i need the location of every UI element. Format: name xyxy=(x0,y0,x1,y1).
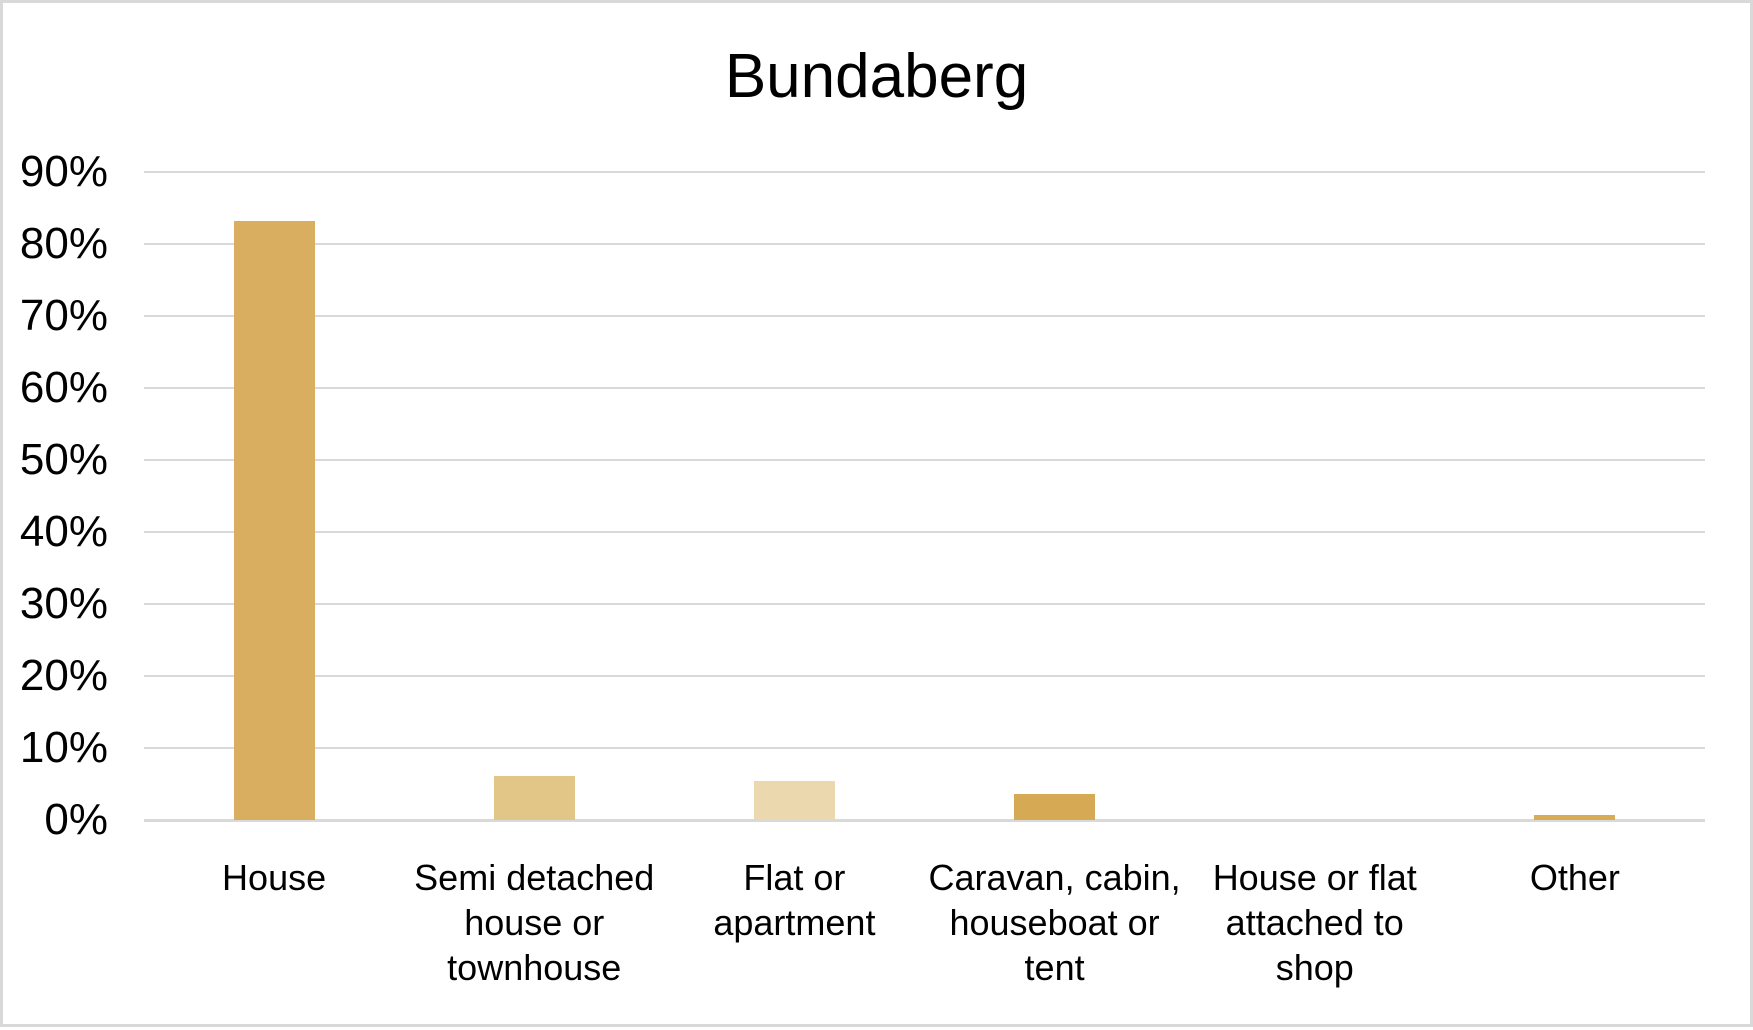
bar-caravan-cabin-houseboat-or-tent xyxy=(1014,794,1096,820)
y-axis-tick-label: 0% xyxy=(44,795,108,844)
label-line: Caravan, cabin, xyxy=(928,857,1181,898)
label-line: house or xyxy=(464,902,605,943)
gridline xyxy=(144,459,1705,461)
label-line: House xyxy=(222,857,327,898)
gridline xyxy=(144,531,1705,533)
y-axis-tick-label: 30% xyxy=(19,579,108,628)
x-axis-category-label-caravan-cabin-houseboat-or-tent: Caravan, cabin, houseboat or tent xyxy=(920,855,1190,990)
x-axis-category-label-other: Other xyxy=(1440,855,1710,900)
plot-area xyxy=(144,171,1705,822)
gridline xyxy=(144,315,1705,317)
y-axis-tick-label: 20% xyxy=(19,651,108,700)
label-line: townhouse xyxy=(447,947,622,988)
gridline xyxy=(144,171,1705,173)
label-line: apartment xyxy=(713,902,876,943)
label-line: Flat or xyxy=(743,857,846,898)
label-line: attached to xyxy=(1225,902,1404,943)
x-axis-category-label-house-or-flat-attached-to-shop: House or flat attached to shop xyxy=(1180,855,1450,990)
x-axis-line xyxy=(144,819,1705,822)
y-axis-tick-label: 40% xyxy=(19,507,108,556)
chart-title: Bundaberg xyxy=(724,42,1029,111)
x-axis-category-label-house: House xyxy=(139,855,409,900)
y-axis-tick-label: 60% xyxy=(19,363,108,412)
x-axis: House Semi detached house or townhouse Flat … xyxy=(3,855,1753,1005)
y-axis-tick-label: 10% xyxy=(19,723,108,772)
bar-semi-detached-house-or-townhouse xyxy=(493,776,575,820)
bar-flat-or-apartment xyxy=(753,781,835,820)
x-axis-category-label-flat-or-apartment: Flat or apartment xyxy=(659,855,929,945)
label-line: Other xyxy=(1529,857,1620,898)
label-line: tent xyxy=(1024,947,1085,988)
label-line: Semi detached xyxy=(414,857,655,898)
y-axis-tick-label: 50% xyxy=(19,435,108,484)
x-axis-category-label-semi-detached-house-or-townhouse: Semi detached house or townhouse xyxy=(399,855,669,990)
bar-other xyxy=(1534,814,1616,820)
y-axis-tick-label: 70% xyxy=(19,291,108,340)
y-axis-tick-label: 90% xyxy=(19,147,108,196)
gridline xyxy=(144,747,1705,749)
gridline xyxy=(144,603,1705,605)
gridline xyxy=(144,675,1705,677)
label-line: House or flat xyxy=(1212,857,1417,898)
label-line: houseboat or xyxy=(949,902,1160,943)
label-line: shop xyxy=(1275,947,1354,988)
gridline xyxy=(144,243,1705,245)
y-axis: 0% 10% 20% 30% 40% 50% 60% 70% 80% 90% xyxy=(3,3,144,1030)
y-axis-tick-label: 80% xyxy=(19,219,108,268)
bar-house xyxy=(233,220,315,820)
gridline xyxy=(144,387,1705,389)
